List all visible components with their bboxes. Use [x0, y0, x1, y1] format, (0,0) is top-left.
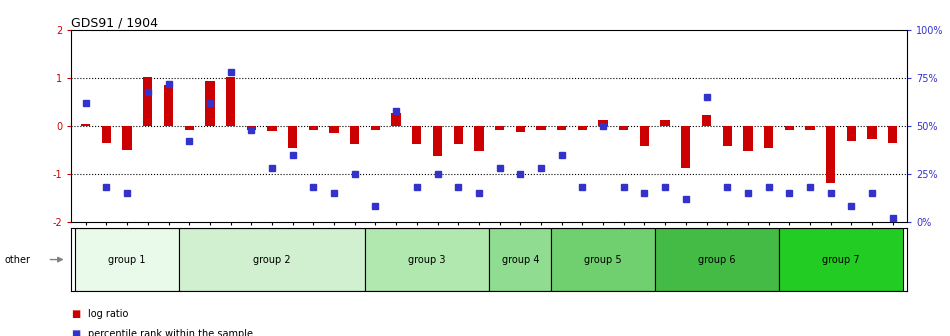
Bar [474, 126, 484, 151]
Bar [247, 126, 256, 130]
Bar [557, 126, 566, 130]
Bar [433, 126, 442, 156]
Bar [184, 126, 194, 130]
Bar [179, 228, 365, 291]
Bar [516, 126, 525, 132]
Bar [205, 81, 215, 126]
Bar [391, 113, 401, 126]
Bar [660, 120, 670, 126]
Bar [723, 126, 732, 146]
Text: log ratio: log ratio [88, 309, 128, 319]
Bar [81, 124, 90, 126]
Bar [412, 126, 422, 144]
Text: group 5: group 5 [584, 255, 622, 264]
Bar [226, 77, 236, 126]
Bar [267, 126, 276, 131]
Text: group 7: group 7 [822, 255, 860, 264]
Text: ■: ■ [71, 309, 81, 319]
Bar [309, 126, 318, 130]
Bar [365, 228, 489, 291]
Bar [681, 126, 691, 168]
Bar [806, 126, 815, 130]
Bar [764, 126, 773, 148]
Bar [655, 228, 779, 291]
Bar [351, 126, 359, 144]
Bar [846, 126, 856, 141]
Bar [370, 126, 380, 130]
Bar [598, 120, 608, 126]
Text: group 6: group 6 [698, 255, 735, 264]
Text: group 3: group 3 [408, 255, 446, 264]
Bar [123, 126, 132, 150]
Bar [619, 126, 628, 130]
Bar [551, 228, 655, 291]
Bar [330, 126, 339, 133]
Bar [702, 116, 712, 126]
Bar [888, 126, 898, 143]
Text: percentile rank within the sample: percentile rank within the sample [88, 329, 254, 336]
Bar [537, 126, 545, 130]
Bar [143, 77, 152, 126]
Bar [102, 126, 111, 143]
Text: group 1: group 1 [108, 255, 146, 264]
Bar [288, 126, 297, 148]
Bar [489, 228, 551, 291]
Text: ■: ■ [71, 329, 81, 336]
Bar [453, 126, 463, 144]
Text: group 4: group 4 [502, 255, 539, 264]
Text: group 2: group 2 [253, 255, 291, 264]
Bar [163, 85, 173, 126]
Bar [826, 126, 835, 183]
Bar [639, 126, 649, 146]
Bar [743, 126, 752, 151]
Text: GDS91 / 1904: GDS91 / 1904 [71, 16, 159, 29]
Text: other: other [5, 255, 30, 264]
Bar [779, 228, 903, 291]
Bar [495, 126, 504, 130]
Bar [785, 126, 794, 130]
Bar [578, 126, 587, 130]
Bar [867, 126, 877, 139]
Bar [75, 228, 179, 291]
